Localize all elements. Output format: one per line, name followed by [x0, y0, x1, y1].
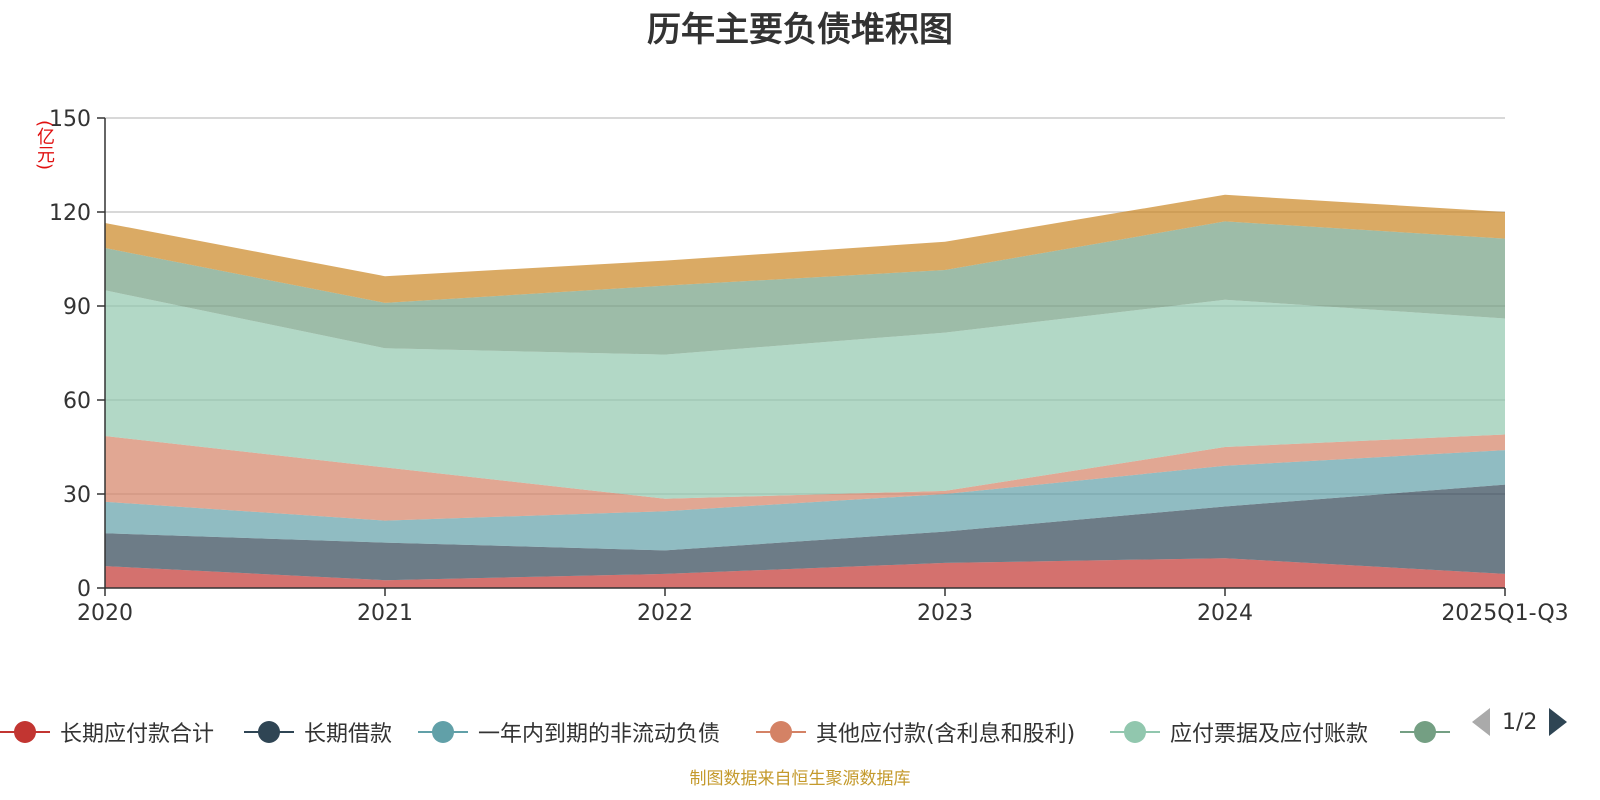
source-note: 制图数据来自恒生聚源数据库 [689, 769, 911, 789]
axes [104, 118, 1505, 589]
legend-swatch [0, 714, 50, 750]
y-tick-label: 0 [77, 577, 91, 602]
y-tick-label: 90 [63, 295, 91, 320]
legend-page-indicator: 1/2 [1502, 709, 1538, 735]
stacked-areas [105, 194, 1505, 588]
y-tick-labels: 0 30 60 90 120 150 [49, 107, 105, 602]
legend-swatch [1400, 714, 1450, 750]
x-tick-label: 2024 [1197, 601, 1253, 626]
legend-item-long-term-payables[interactable]: 长期应付款合计 [0, 714, 214, 750]
x-tick-label: 2023 [917, 601, 973, 626]
legend-item-partial[interactable] [1400, 714, 1450, 750]
legend-swatch [418, 714, 468, 750]
series-area-4 [105, 290, 1505, 499]
legend-swatch [244, 714, 294, 750]
y-axis-unit-label: (亿元) [34, 120, 55, 171]
legend-prev-page-icon[interactable] [1472, 708, 1490, 736]
legend-swatch [756, 714, 806, 750]
series-area-2 [105, 450, 1505, 551]
legend-label: 其他应付款(含利息和股利) [816, 722, 1076, 747]
legend: 长期应付款合计 长期借款 一年内到期的非流动负债 其他应付款(含利息和股利) 应… [0, 714, 1600, 750]
legend-item-long-term-borrowings[interactable]: 长期借款 [244, 714, 392, 750]
legend-label: 长期应付款合计 [60, 722, 215, 747]
x-tick-label: 2020 [77, 601, 133, 626]
series-area-3 [105, 434, 1505, 521]
legend-label: 应付票据及应付账款 [1170, 722, 1369, 747]
legend-swatch [1110, 714, 1160, 750]
legend-pager: 1/2 [1472, 704, 1568, 740]
legend-item-current-noncurrent-liabilities[interactable]: 一年内到期的非流动负债 [418, 714, 720, 750]
series-area-6 [105, 194, 1505, 303]
y-tick-label: 60 [63, 389, 91, 414]
legend-label: 长期借款 [304, 722, 393, 747]
legend-item-other-payables[interactable]: 其他应付款(含利息和股利) [756, 714, 1075, 750]
y-tick-label: 120 [49, 201, 91, 226]
chart-title: 历年主要负债堆积图 [647, 10, 953, 50]
legend-next-page-icon[interactable] [1549, 708, 1568, 736]
series-area-5 [105, 221, 1505, 355]
legend-label: 一年内到期的非流动负债 [478, 722, 721, 747]
series-area-1 [105, 484, 1505, 581]
x-tick-labels: 2020 2021 2022 2023 2024 2025Q1-Q3 [77, 588, 1569, 626]
x-tick-label: 2022 [637, 601, 693, 626]
legend-item-notes-accounts-payable[interactable]: 应付票据及应付账款 [1110, 714, 1368, 750]
chart-plot-area: 0 30 60 90 120 150 2020 2021 2022 2023 2024 2025Q1… [49, 107, 1569, 626]
y-tick-label: 30 [63, 483, 91, 508]
x-tick-label: 2025Q1-Q3 [1441, 601, 1568, 626]
x-tick-label: 2021 [357, 601, 413, 626]
y-tick-label: 150 [49, 107, 91, 132]
series-area-0 [105, 558, 1505, 588]
